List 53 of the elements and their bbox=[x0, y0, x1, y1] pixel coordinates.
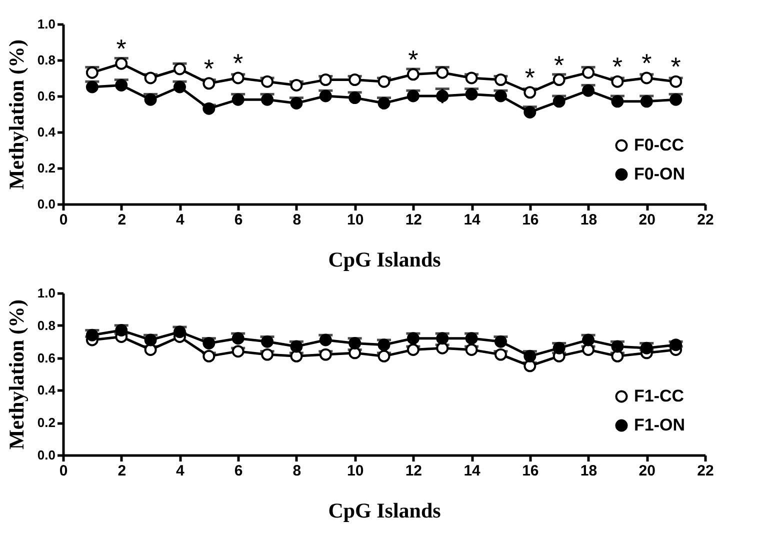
x-tick-label: 6 bbox=[234, 462, 243, 480]
annotation: * bbox=[204, 53, 214, 84]
x-tick-label: 16 bbox=[522, 462, 539, 480]
x-tick-label: 12 bbox=[405, 462, 422, 480]
y-tick-label: 0.4 bbox=[37, 124, 56, 140]
x-tick-label: 4 bbox=[176, 212, 186, 228]
x-tick-label: 18 bbox=[580, 212, 598, 228]
x-tick-label: 0 bbox=[59, 462, 68, 480]
y-tick-label: 1.0 bbox=[37, 16, 56, 32]
annotation: * bbox=[524, 62, 535, 92]
y-tick-label: 0.4 bbox=[37, 382, 56, 398]
x-axis-title: CpG Islands bbox=[328, 498, 441, 522]
annotation: * bbox=[554, 50, 564, 80]
x-tick-label: 8 bbox=[292, 462, 302, 480]
x-tick-label: 4 bbox=[176, 462, 186, 480]
x-tick-label: 2 bbox=[118, 462, 126, 480]
x-tick-label: 12 bbox=[405, 212, 422, 228]
annotation: * bbox=[116, 34, 126, 64]
x-tick-label: 18 bbox=[580, 462, 598, 480]
y-axis-title: Methylation (%) bbox=[4, 300, 28, 450]
x-tick-label: 22 bbox=[697, 212, 714, 228]
x-tick-label: 16 bbox=[522, 212, 539, 228]
x-tick-label: 10 bbox=[346, 212, 364, 228]
x-tick-label: 10 bbox=[346, 462, 364, 480]
annotation: * bbox=[233, 48, 244, 78]
x-axis-title: CpG Islands bbox=[328, 248, 441, 272]
y-tick-label: 0.0 bbox=[37, 196, 56, 212]
x-tick-label: 14 bbox=[464, 212, 482, 228]
annotation: * bbox=[642, 48, 652, 78]
legend-label: F1-ON bbox=[634, 416, 685, 434]
y-tick-label: 0.0 bbox=[37, 448, 56, 462]
y-tick-label: 0.6 bbox=[37, 88, 56, 104]
x-tick-label: 0 bbox=[59, 212, 68, 228]
x-tick-label: 8 bbox=[292, 212, 302, 228]
legend-label: F0-ON bbox=[634, 164, 685, 184]
annotation: * bbox=[670, 52, 681, 82]
x-tick-label: 6 bbox=[234, 212, 243, 228]
x-tick-label: 20 bbox=[638, 212, 656, 228]
legend-label: F0-CC bbox=[634, 136, 684, 154]
y-tick-label: 0.8 bbox=[37, 52, 56, 68]
y-tick-label: 0.2 bbox=[37, 160, 56, 176]
x-tick-label: 22 bbox=[697, 462, 714, 480]
y-tick-label: 1.0 bbox=[37, 286, 56, 300]
annotation: * bbox=[612, 52, 623, 82]
y-axis-title: Methylation (%) bbox=[4, 40, 28, 190]
x-tick-label: 14 bbox=[464, 462, 482, 480]
y-tick-label: 0.2 bbox=[37, 415, 56, 430]
y-tick-label: 0.8 bbox=[37, 318, 56, 333]
annotation: * bbox=[408, 44, 418, 74]
legend-label: F1-CC bbox=[634, 386, 684, 406]
x-tick-label: 2 bbox=[118, 212, 126, 228]
x-tick-label: 20 bbox=[638, 462, 656, 480]
y-tick-label: 0.6 bbox=[37, 350, 56, 366]
